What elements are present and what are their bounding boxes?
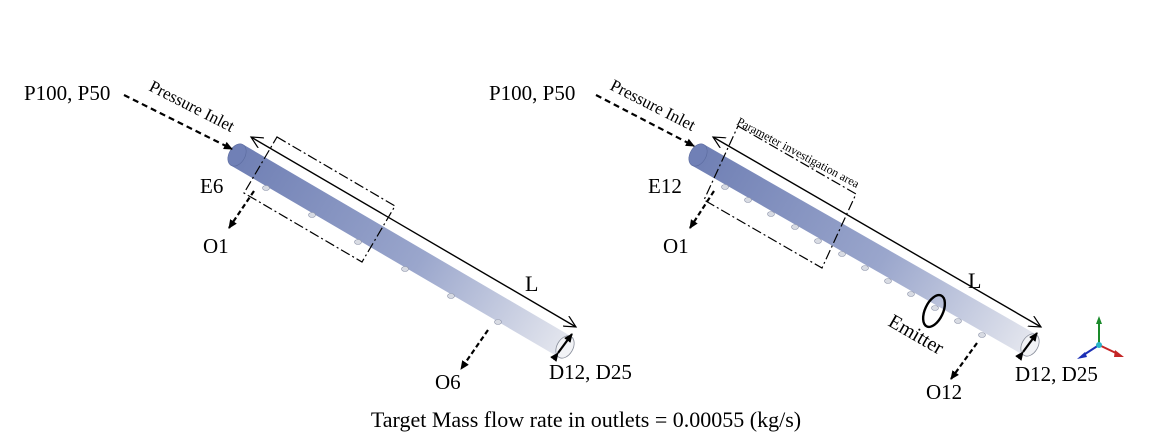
target-mass-flow-caption: Target Mass flow rate in outlets = 0.000… [370, 407, 802, 432]
emitter-tag: Emitter [885, 310, 948, 359]
left-last-outlet-arrow [460, 329, 489, 370]
outlet-hole [814, 238, 822, 244]
emitter-highlight-ring [921, 293, 947, 329]
left-outlet-holes [262, 185, 502, 325]
outlet-hole [931, 305, 939, 311]
left-pipe-body [230, 145, 574, 358]
left-pressure-inlet-tag: Pressure Inlet [146, 77, 238, 136]
outlet-hole [744, 197, 752, 203]
right-last-outlet-label: O12 [926, 380, 962, 404]
left-first-outlet-label: O1 [203, 234, 229, 258]
right-first-outlet-arrow [689, 190, 715, 229]
outlet-hole [494, 319, 502, 325]
left-last-outlet-label: O6 [435, 370, 461, 394]
right-model: P100, P50 Pressure Inlet Parameter inves… [489, 76, 1098, 404]
left-inlet-arrow [123, 94, 233, 150]
outlet-hole [791, 224, 799, 230]
outlet-hole [354, 239, 362, 245]
outlet-hole [767, 211, 775, 217]
outlet-hole [447, 293, 455, 299]
left-length-label: L [525, 271, 538, 296]
left-diameter-arrow [550, 333, 573, 362]
left-length-dimension [251, 137, 576, 327]
outlet-hole [978, 332, 986, 338]
right-inlet-pressure-label: P100, P50 [489, 81, 575, 105]
outlet-hole [838, 251, 846, 257]
left-inlet-pressure-label: P100, P50 [24, 81, 110, 105]
right-diameter-label: D12, D25 [1015, 362, 1098, 386]
right-last-outlet-arrow [950, 342, 978, 380]
right-length-dimension [713, 137, 1041, 327]
right-inlet-arrow [595, 94, 695, 147]
left-emitter-count-label: E6 [200, 174, 223, 198]
right-outlet-holes [721, 184, 986, 338]
outlet-hole [721, 184, 729, 190]
right-pipe-body [691, 145, 1039, 356]
outlet-hole [884, 278, 892, 284]
outlet-hole [308, 212, 316, 218]
right-first-outlet-label: O1 [663, 234, 689, 258]
right-length-label: L [968, 268, 981, 293]
right-emitter-count-label: E12 [648, 174, 682, 198]
right-diameter-arrow [1015, 332, 1038, 361]
outlet-hole [907, 291, 915, 297]
axis-triad-icon [1077, 316, 1124, 359]
left-model: P100, P50 Pressure Inlet E6 O1 O6 L D12,… [24, 77, 632, 394]
left-diameter-label: D12, D25 [549, 360, 632, 384]
outlet-hole [861, 265, 869, 271]
outlet-hole [262, 185, 270, 191]
outlet-hole [954, 318, 962, 324]
right-pressure-inlet-tag: Pressure Inlet [607, 76, 699, 135]
outlet-hole [401, 266, 409, 272]
right-pipe-inlet-cap [688, 143, 708, 167]
